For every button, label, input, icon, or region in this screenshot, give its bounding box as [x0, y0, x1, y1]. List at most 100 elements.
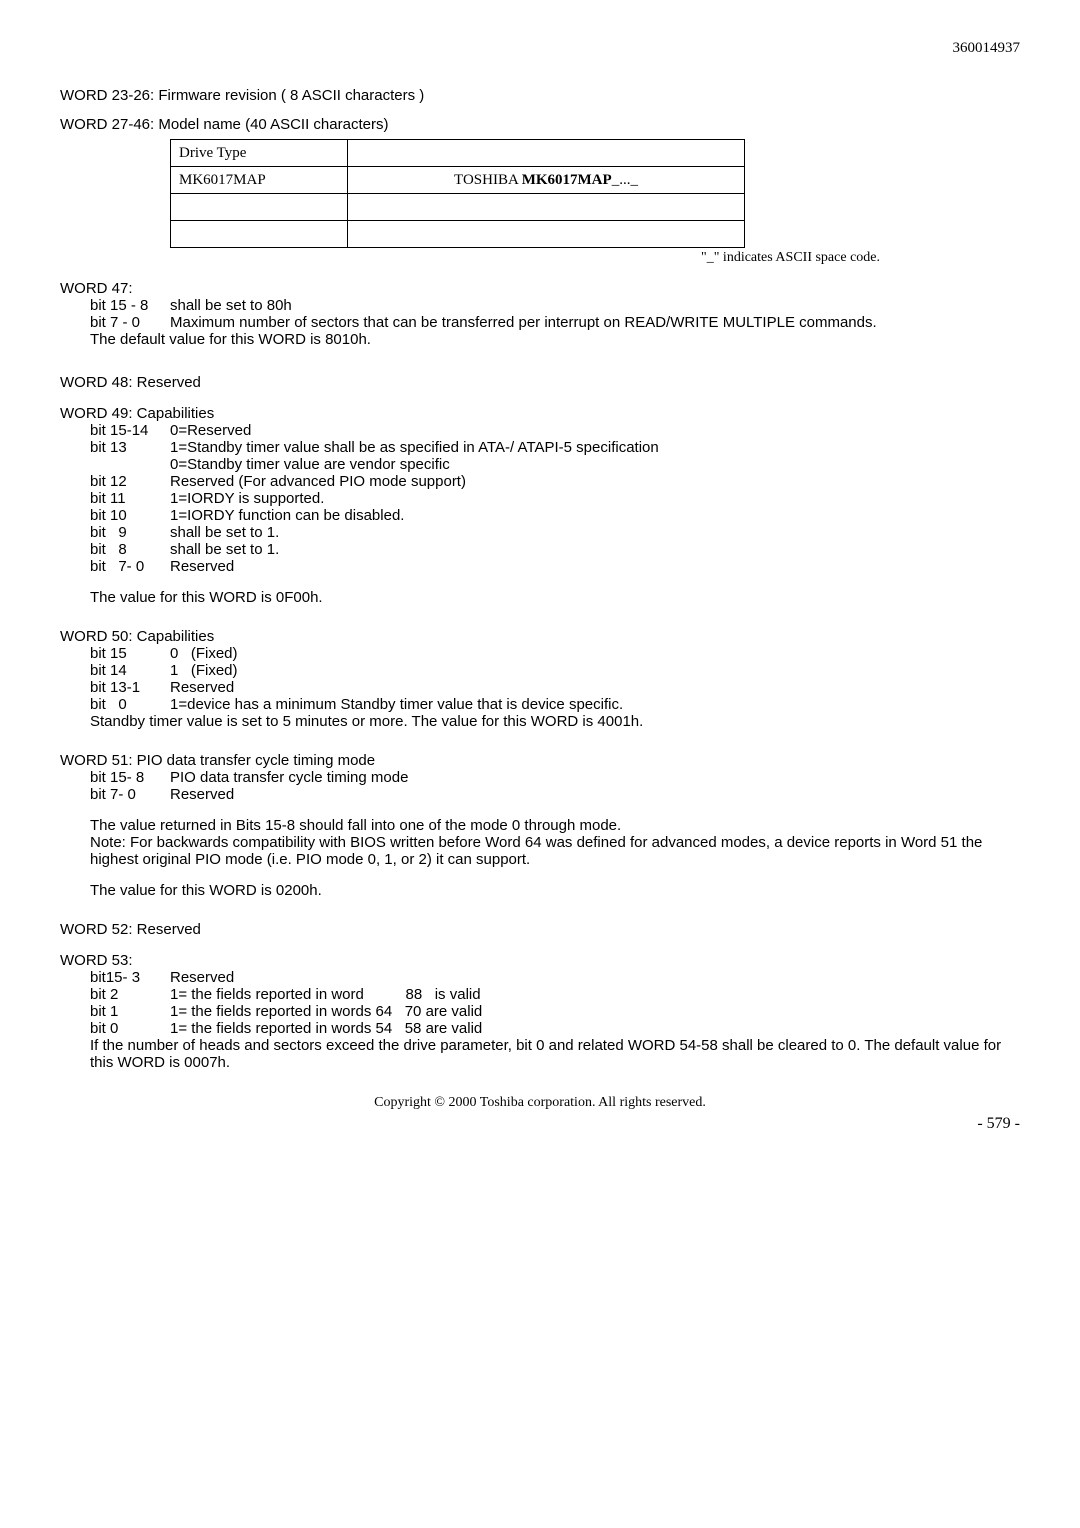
bit-label: bit 15- 8	[90, 769, 170, 786]
bit-row: bit 11= the fields reported in words 64 …	[90, 1003, 1020, 1020]
bit-value: PIO data transfer cycle timing mode	[170, 769, 1020, 786]
bit-label: bit 0	[90, 1020, 170, 1037]
bit-label: bit 1	[90, 1003, 170, 1020]
cell-bold: MK6017MAP	[522, 172, 612, 188]
cell-empty	[171, 194, 348, 221]
bit-value: Maximum number of sectors that can be tr…	[170, 314, 1020, 331]
bit-row: bit 13-1Reserved	[90, 679, 1020, 696]
bit-row: bit 8shall be set to 1.	[90, 541, 1020, 558]
word49-value: The value for this WORD is 0F00h.	[90, 589, 1020, 606]
table-row	[171, 221, 745, 248]
bit-label: bit 12	[90, 473, 170, 490]
bit-row: bit 15 - 8 shall be set to 80h	[90, 297, 1020, 314]
bit-label: bit 13	[90, 439, 170, 456]
doc-id: 360014937	[60, 40, 1020, 57]
bit-row: bit 7- 0Reserved	[90, 786, 1020, 803]
cell-drive-type: Drive Type	[171, 140, 348, 167]
bit-label: bit15- 3	[90, 969, 170, 986]
word53-head: WORD 53:	[60, 952, 1020, 969]
word50-head: WORD 50: Capabilities	[60, 628, 1020, 645]
bit-value: shall be set to 1.	[170, 541, 1020, 558]
word51-p1: The value returned in Bits 15-8 should f…	[90, 817, 1020, 834]
word51-p2: Note: For backwards compatibility with B…	[90, 834, 1020, 868]
bit-value: 1= the fields reported in words 54 58 ar…	[170, 1020, 1020, 1037]
bit-value: 1= the fields reported in word 88 is val…	[170, 986, 1020, 1003]
word51-value: The value for this WORD is 0200h.	[90, 882, 1020, 899]
bit-label: bit 9	[90, 524, 170, 541]
cell-model: MK6017MAP	[171, 167, 348, 194]
bit-value: 1 (Fixed)	[170, 662, 1020, 679]
drive-type-table: Drive Type MK6017MAP TOSHIBA MK6017MAP_.…	[170, 139, 745, 248]
bit-label: bit 10	[90, 507, 170, 524]
bit-label: bit 7- 0	[90, 786, 170, 803]
bit-label	[90, 456, 170, 473]
bit-row: bit 7 - 0 Maximum number of sectors that…	[90, 314, 1020, 331]
bit-label: bit 0	[90, 696, 170, 713]
bit-label: bit 11	[90, 490, 170, 507]
bit-value: 0=Standby timer value are vendor specifi…	[170, 456, 1020, 473]
word53-note: If the number of heads and sectors excee…	[90, 1037, 1020, 1071]
cell-empty	[171, 221, 348, 248]
cell-suffix: _..._	[612, 172, 638, 188]
cell-empty	[348, 194, 745, 221]
bit-row: bit 111=IORDY is supported.	[90, 490, 1020, 507]
bit-row: bit 141 (Fixed)	[90, 662, 1020, 679]
bit-row: bit 12Reserved (For advanced PIO mode su…	[90, 473, 1020, 490]
bit-label: bit 8	[90, 541, 170, 558]
bit-value: Reserved	[170, 558, 1020, 575]
bit-value: 1=IORDY function can be disabled.	[170, 507, 1020, 524]
word27-46: WORD 27-46: Model name (40 ASCII charact…	[60, 116, 1020, 133]
bit-label: bit 7 - 0	[90, 314, 170, 331]
cell-text: TOSHIBA	[454, 172, 522, 188]
copyright: Copyright © 2000 Toshiba corporation. Al…	[60, 1095, 1020, 1111]
default-value: The default value for this WORD is 8010h…	[90, 331, 1020, 348]
bit-value: 1=Standby timer value shall be as specif…	[170, 439, 1020, 456]
table-row: MK6017MAP TOSHIBA MK6017MAP_..._	[171, 167, 745, 194]
bit-value: shall be set to 1.	[170, 524, 1020, 541]
bit-value: 1=IORDY is supported.	[170, 490, 1020, 507]
table-row: Drive Type	[171, 140, 745, 167]
page-number: - 579 -	[60, 1115, 1020, 1133]
bit-value: 1= the fields reported in words 64 70 ar…	[170, 1003, 1020, 1020]
word47-head: WORD 47:	[60, 280, 1020, 297]
bit-value: 1=device has a minimum Standby timer val…	[170, 696, 1020, 713]
word50-bits: bit 150 (Fixed)bit 141 (Fixed)bit 13-1Re…	[90, 645, 1020, 713]
word23-26: WORD 23-26: Firmware revision ( 8 ASCII …	[60, 87, 1020, 104]
word51-bits: bit 15- 8PIO data transfer cycle timing …	[90, 769, 1020, 803]
word51-head: WORD 51: PIO data transfer cycle timing …	[60, 752, 1020, 769]
bit-row: bit 21= the fields reported in word 88 i…	[90, 986, 1020, 1003]
bit-label: bit 15 - 8	[90, 297, 170, 314]
bit-row: bit 7- 0Reserved	[90, 558, 1020, 575]
bit-value: Reserved	[170, 969, 1020, 986]
bit-label: bit 7- 0	[90, 558, 170, 575]
word49-head: WORD 49: Capabilities	[60, 405, 1020, 422]
bit-row: bit15- 3Reserved	[90, 969, 1020, 986]
bit-row: bit 131=Standby timer value shall be as …	[90, 439, 1020, 456]
bit-label: bit 15	[90, 645, 170, 662]
word52: WORD 52: Reserved	[60, 921, 1020, 938]
bit-row: bit 01= the fields reported in words 54 …	[90, 1020, 1020, 1037]
bit-row: bit 150 (Fixed)	[90, 645, 1020, 662]
bit-value: shall be set to 80h	[170, 297, 1020, 314]
word49-bits: bit 15-140=Reservedbit 131=Standby timer…	[90, 422, 1020, 575]
table-row	[171, 194, 745, 221]
bit-label: bit 13-1	[90, 679, 170, 696]
bit-value: Reserved (For advanced PIO mode support)	[170, 473, 1020, 490]
bit-label: bit 15-14	[90, 422, 170, 439]
bit-label: bit 2	[90, 986, 170, 1003]
bit-row: bit 9shall be set to 1.	[90, 524, 1020, 541]
bit-value: Reserved	[170, 679, 1020, 696]
cell-empty	[348, 221, 745, 248]
bit-row: bit 15- 8PIO data transfer cycle timing …	[90, 769, 1020, 786]
bit-value: 0 (Fixed)	[170, 645, 1020, 662]
word50-note: Standby timer value is set to 5 minutes …	[90, 713, 1020, 730]
cell-toshiba: TOSHIBA MK6017MAP_..._	[348, 167, 745, 194]
bit-label: bit 14	[90, 662, 170, 679]
bit-value: Reserved	[170, 786, 1020, 803]
bit-row: 0=Standby timer value are vendor specifi…	[90, 456, 1020, 473]
cell-empty	[348, 140, 745, 167]
bit-row: bit 01=device has a minimum Standby time…	[90, 696, 1020, 713]
ascii-note: "_" indicates ASCII space code.	[60, 250, 880, 266]
bit-value: 0=Reserved	[170, 422, 1020, 439]
bit-row: bit 101=IORDY function can be disabled.	[90, 507, 1020, 524]
